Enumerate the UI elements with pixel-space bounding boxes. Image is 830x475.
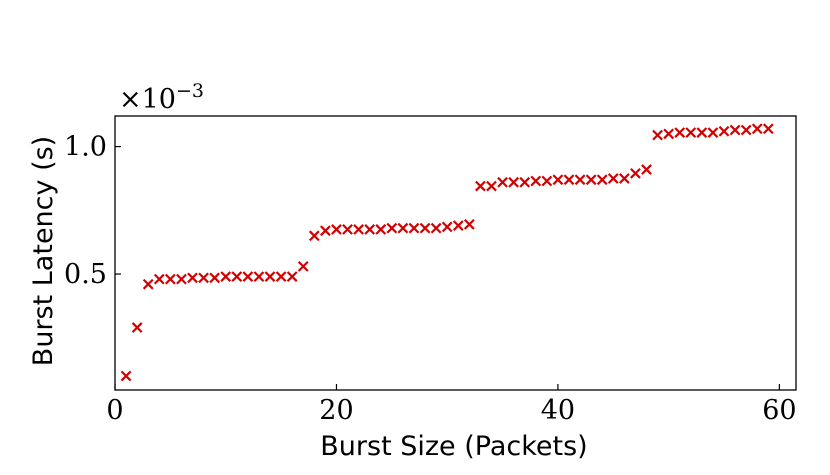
data-point-marker [220, 271, 232, 282]
data-point-marker [729, 124, 741, 136]
data-point-marker [486, 180, 497, 192]
data-point-marker [120, 370, 132, 382]
data-point-marker [253, 271, 265, 282]
data-point-marker [552, 174, 564, 186]
data-point-marker [674, 127, 686, 138]
data-point-marker [209, 272, 221, 284]
data-point-marker [585, 174, 597, 186]
data-point-marker [342, 224, 353, 235]
data-point-marker [364, 224, 376, 235]
data-point-marker [375, 224, 387, 235]
data-point-marker [419, 222, 431, 234]
data-point-marker [297, 261, 309, 272]
data-point-marker [718, 125, 730, 137]
data-point-marker [242, 271, 254, 282]
scale-factor-exponent: −3 [176, 80, 204, 102]
x-axis-ticks: 0 20 40 60 [106, 384, 797, 426]
data-point-marker [176, 273, 187, 285]
scale-factor-base: ×10 [119, 84, 176, 115]
data-point-marker [497, 176, 508, 188]
x-tick-label: 20 [319, 395, 353, 426]
data-point-marker [751, 123, 763, 135]
data-point-marker [441, 221, 453, 233]
data-point-marker [663, 128, 675, 140]
data-points [120, 123, 774, 382]
data-point-marker [607, 173, 619, 184]
data-point-marker [320, 225, 331, 237]
y-axis-label: Burst Latency (s) [28, 136, 59, 366]
data-point-marker [452, 220, 464, 231]
x-tick-label: 40 [541, 395, 575, 426]
data-point-marker [164, 273, 176, 285]
data-point-marker [475, 180, 486, 192]
data-point-marker [153, 273, 165, 285]
data-point-marker [652, 129, 663, 141]
data-point-marker [397, 222, 409, 234]
data-point-marker [508, 176, 520, 188]
data-point-marker [198, 272, 209, 284]
data-point-marker [264, 271, 276, 282]
data-point-marker [331, 224, 342, 235]
data-point-marker [131, 322, 143, 333]
data-point-marker [386, 222, 398, 234]
data-point-marker [286, 271, 298, 282]
data-point-marker [762, 123, 774, 135]
axis-scale-factor: ×10−3 [119, 80, 204, 115]
data-point-marker [696, 127, 708, 138]
data-point-marker [408, 222, 420, 234]
data-point-marker [353, 224, 364, 235]
data-point-marker [563, 174, 575, 186]
data-point-marker [142, 278, 154, 290]
data-point-marker [430, 222, 442, 234]
y-tick-label: 0.5 [64, 259, 107, 290]
data-point-marker [463, 218, 475, 230]
data-point-marker [574, 174, 586, 186]
data-point-marker [519, 176, 531, 188]
data-point-marker [596, 174, 608, 186]
data-point-marker [541, 175, 553, 187]
data-point-marker [187, 272, 198, 284]
data-point-marker [641, 164, 652, 175]
data-point-marker [530, 175, 542, 187]
data-point-marker [685, 127, 697, 138]
x-tick-label: 0 [106, 395, 123, 426]
data-point-marker [308, 230, 320, 242]
data-point-marker [630, 167, 641, 179]
x-axis-label: Burst Size (Packets) [320, 431, 587, 462]
data-point-marker [231, 271, 243, 282]
data-point-marker [275, 271, 287, 282]
y-tick-label: 1.0 [64, 132, 107, 163]
x-tick-label: 60 [762, 395, 796, 426]
y-axis-ticks: 0.5 1.0 [64, 132, 121, 290]
data-point-marker [740, 124, 752, 136]
data-point-marker [618, 173, 630, 184]
plot-area-frame [114, 115, 797, 391]
data-point-marker [707, 127, 719, 138]
